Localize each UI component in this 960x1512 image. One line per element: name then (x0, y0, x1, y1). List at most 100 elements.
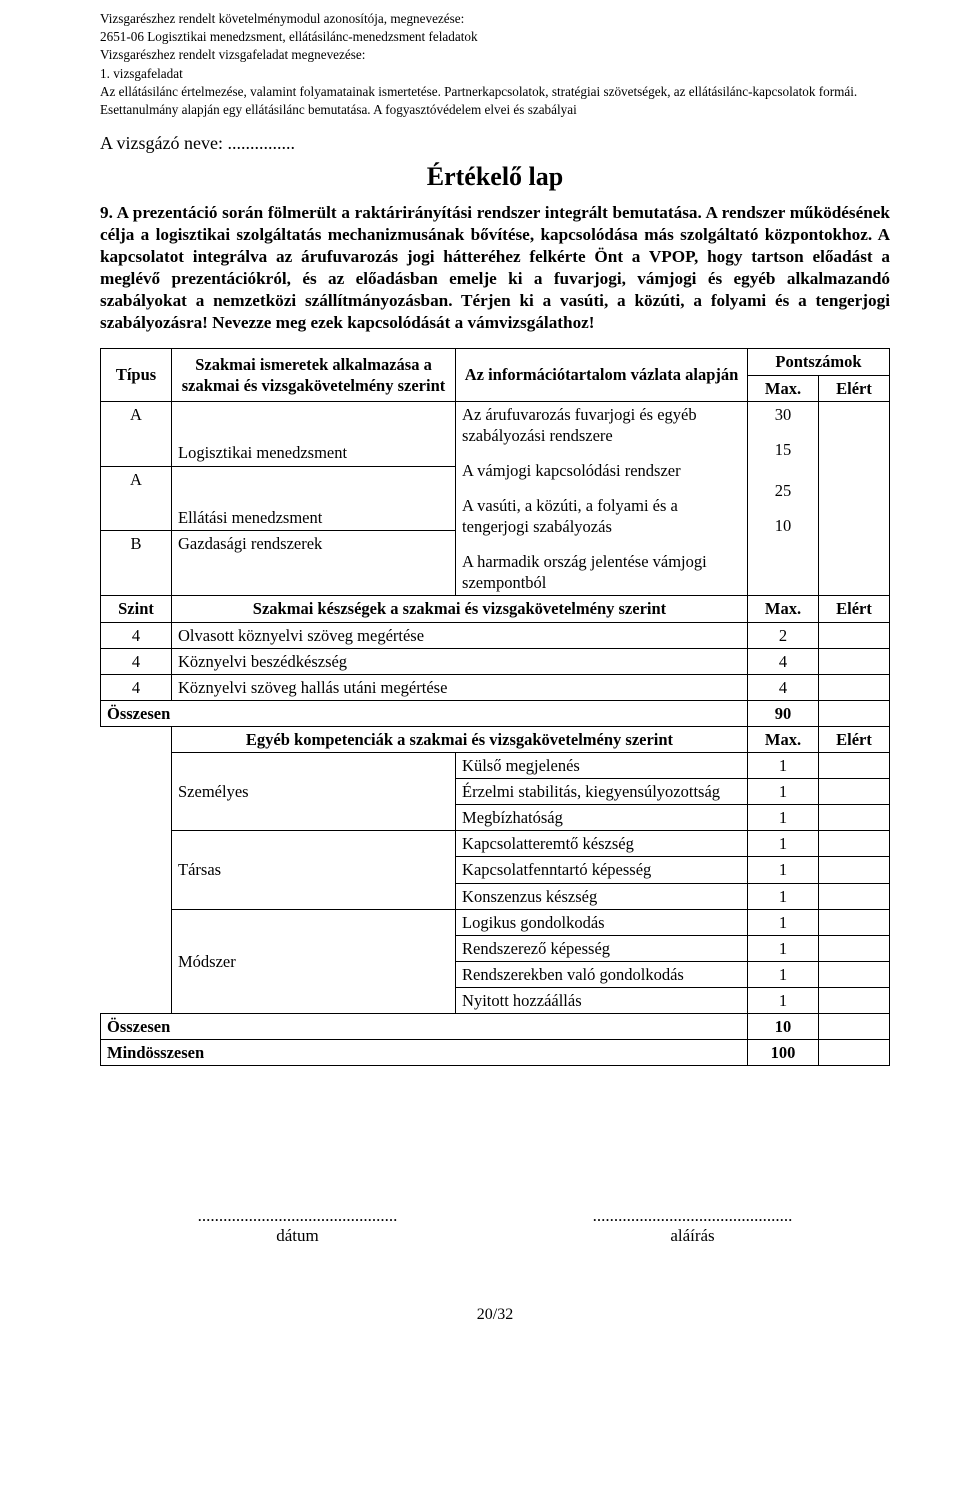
table-head-row: Szint Szakmai készségek a szakmai és viz… (101, 596, 890, 622)
signature-row: ........................................… (100, 1206, 890, 1246)
th-elert: Elért (818, 726, 889, 752)
blank-cell (101, 909, 172, 1013)
knowledge-cell: Logisztikai menedzsment (172, 401, 456, 466)
szint-cell: 4 (101, 622, 172, 648)
th-type: Típus (101, 349, 172, 401)
elert-cell (818, 935, 889, 961)
blank-cell (101, 831, 172, 909)
max-cell: 2 (747, 622, 818, 648)
competence-item: Külső megjelenés (456, 753, 748, 779)
elert-cell (818, 700, 889, 726)
max-value: 25 (754, 480, 812, 501)
content-item: A harmadik ország jelentése vámjogi szem… (462, 551, 741, 593)
elert-cell (818, 648, 889, 674)
th-max: Max. (747, 726, 818, 752)
th-points: Pontszámok (747, 349, 889, 375)
content-item: A vasúti, a közúti, a folyami és a tenge… (462, 495, 741, 537)
elert-cell (818, 961, 889, 987)
elert-cell (818, 622, 889, 648)
table-row: Személyes Külső megjelenés 1 (101, 753, 890, 779)
competence-item: Logikus gondolkodás (456, 909, 748, 935)
th-skill: Szakmai készségek a szakmai és vizsgaköv… (172, 596, 748, 622)
subtotal-value: 90 (747, 700, 818, 726)
subtotal-label: Összesen (101, 1014, 748, 1040)
table-row: A Logisztikai menedzsment Az árufuvarozá… (101, 401, 890, 466)
max-cell: 30 15 25 10 (747, 401, 818, 596)
th-max: Max. (747, 596, 818, 622)
page-title: Értékelő lap (100, 162, 890, 192)
header-line: Vizsgarészhez rendelt követelménymodul a… (100, 10, 890, 28)
th-elert: Elért (818, 596, 889, 622)
szint-cell: 4 (101, 648, 172, 674)
th-competence: Egyéb kompetenciák a szakmai és vizsgakö… (172, 726, 748, 752)
table-head-row: Egyéb kompetenciák a szakmai és vizsgakö… (101, 726, 890, 752)
signature-date: ........................................… (198, 1206, 398, 1246)
evaluation-table: Típus Szakmai ismeretek alkalmazása a sz… (100, 348, 890, 1066)
task-text: 9. A prezentáció során fölmerült a raktá… (100, 203, 890, 332)
table-row: 4 Köznyelvi szöveg hallás utáni megértés… (101, 674, 890, 700)
max-cell: 1 (747, 988, 818, 1014)
knowledge-cell: Ellátási menedzsment (172, 466, 456, 531)
szint-cell: 4 (101, 674, 172, 700)
signature-dots: ........................................… (198, 1206, 398, 1226)
max-cell: 1 (747, 961, 818, 987)
page-number: 20/32 (100, 1306, 890, 1324)
competence-item: Kapcsolatfenntartó képesség (456, 857, 748, 883)
max-cell: 4 (747, 674, 818, 700)
elert-cell (818, 1014, 889, 1040)
content-item: Az árufuvarozás fuvarjogi és egyéb szabá… (462, 404, 741, 446)
elert-cell (818, 779, 889, 805)
max-cell: 1 (747, 883, 818, 909)
signature-sign: ........................................… (593, 1206, 793, 1246)
blank-cell (101, 753, 172, 831)
max-cell: 4 (747, 648, 818, 674)
grandtotal-row: Mindösszesen 100 (101, 1040, 890, 1066)
competence-item: Érzelmi stabilitás, kiegyensúlyozottság (456, 779, 748, 805)
competence-group: Társas (172, 831, 456, 909)
competence-item: Megbízhatóság (456, 805, 748, 831)
elert-cell (818, 401, 889, 596)
table-row: 4 Olvasott köznyelvi szöveg megértése 2 (101, 622, 890, 648)
elert-cell (818, 674, 889, 700)
max-value: 10 (754, 515, 812, 536)
type-cell: A (101, 466, 172, 531)
subtotal-value: 10 (747, 1014, 818, 1040)
skill-cell: Köznyelvi beszédkészség (172, 648, 748, 674)
max-cell: 1 (747, 779, 818, 805)
max-value: 15 (754, 439, 812, 460)
th-knowledge: Szakmai ismeretek alkalmazása a szakmai … (172, 349, 456, 401)
table-head-row: Típus Szakmai ismeretek alkalmazása a sz… (101, 349, 890, 375)
competence-item: Nyitott hozzáállás (456, 988, 748, 1014)
elert-cell (818, 909, 889, 935)
max-value: 30 (754, 404, 812, 425)
header-line: Az ellátásilánc értelmezése, valamint fo… (100, 83, 890, 119)
th-max: Max. (747, 375, 818, 401)
th-info: Az információtartalom vázlata alapján (456, 349, 748, 401)
skill-cell: Köznyelvi szöveg hallás utáni megértése (172, 674, 748, 700)
task-description: 9. A prezentáció során fölmerült a raktá… (100, 202, 890, 334)
max-cell: 1 (747, 805, 818, 831)
elert-cell (818, 753, 889, 779)
subtotal-row: Összesen 90 (101, 700, 890, 726)
grandtotal-label: Mindösszesen (101, 1040, 748, 1066)
skill-cell: Olvasott köznyelvi szöveg megértése (172, 622, 748, 648)
competence-item: Rendszerekben való gondolkodás (456, 961, 748, 987)
subtotal-row: Összesen 10 (101, 1014, 890, 1040)
elert-cell (818, 1040, 889, 1066)
knowledge-cell: Gazdasági rendszerek (172, 531, 456, 596)
signature-date-label: dátum (198, 1226, 398, 1246)
table-row: Módszer Logikus gondolkodás 1 (101, 909, 890, 935)
elert-cell (818, 857, 889, 883)
max-cell: 1 (747, 909, 818, 935)
content-item: A vámjogi kapcsolódási rendszer (462, 460, 741, 481)
type-cell: B (101, 531, 172, 596)
header-line: Vizsgarészhez rendelt vizsgafeladat megn… (100, 46, 890, 64)
grandtotal-value: 100 (747, 1040, 818, 1066)
blank-cell (101, 726, 172, 752)
table-row: 4 Köznyelvi beszédkészség 4 (101, 648, 890, 674)
max-cell: 1 (747, 753, 818, 779)
th-szint: Szint (101, 596, 172, 622)
table-row: Társas Kapcsolatteremtő készség 1 (101, 831, 890, 857)
competence-group: Személyes (172, 753, 456, 831)
module-header: Vizsgarészhez rendelt követelménymodul a… (100, 10, 890, 119)
